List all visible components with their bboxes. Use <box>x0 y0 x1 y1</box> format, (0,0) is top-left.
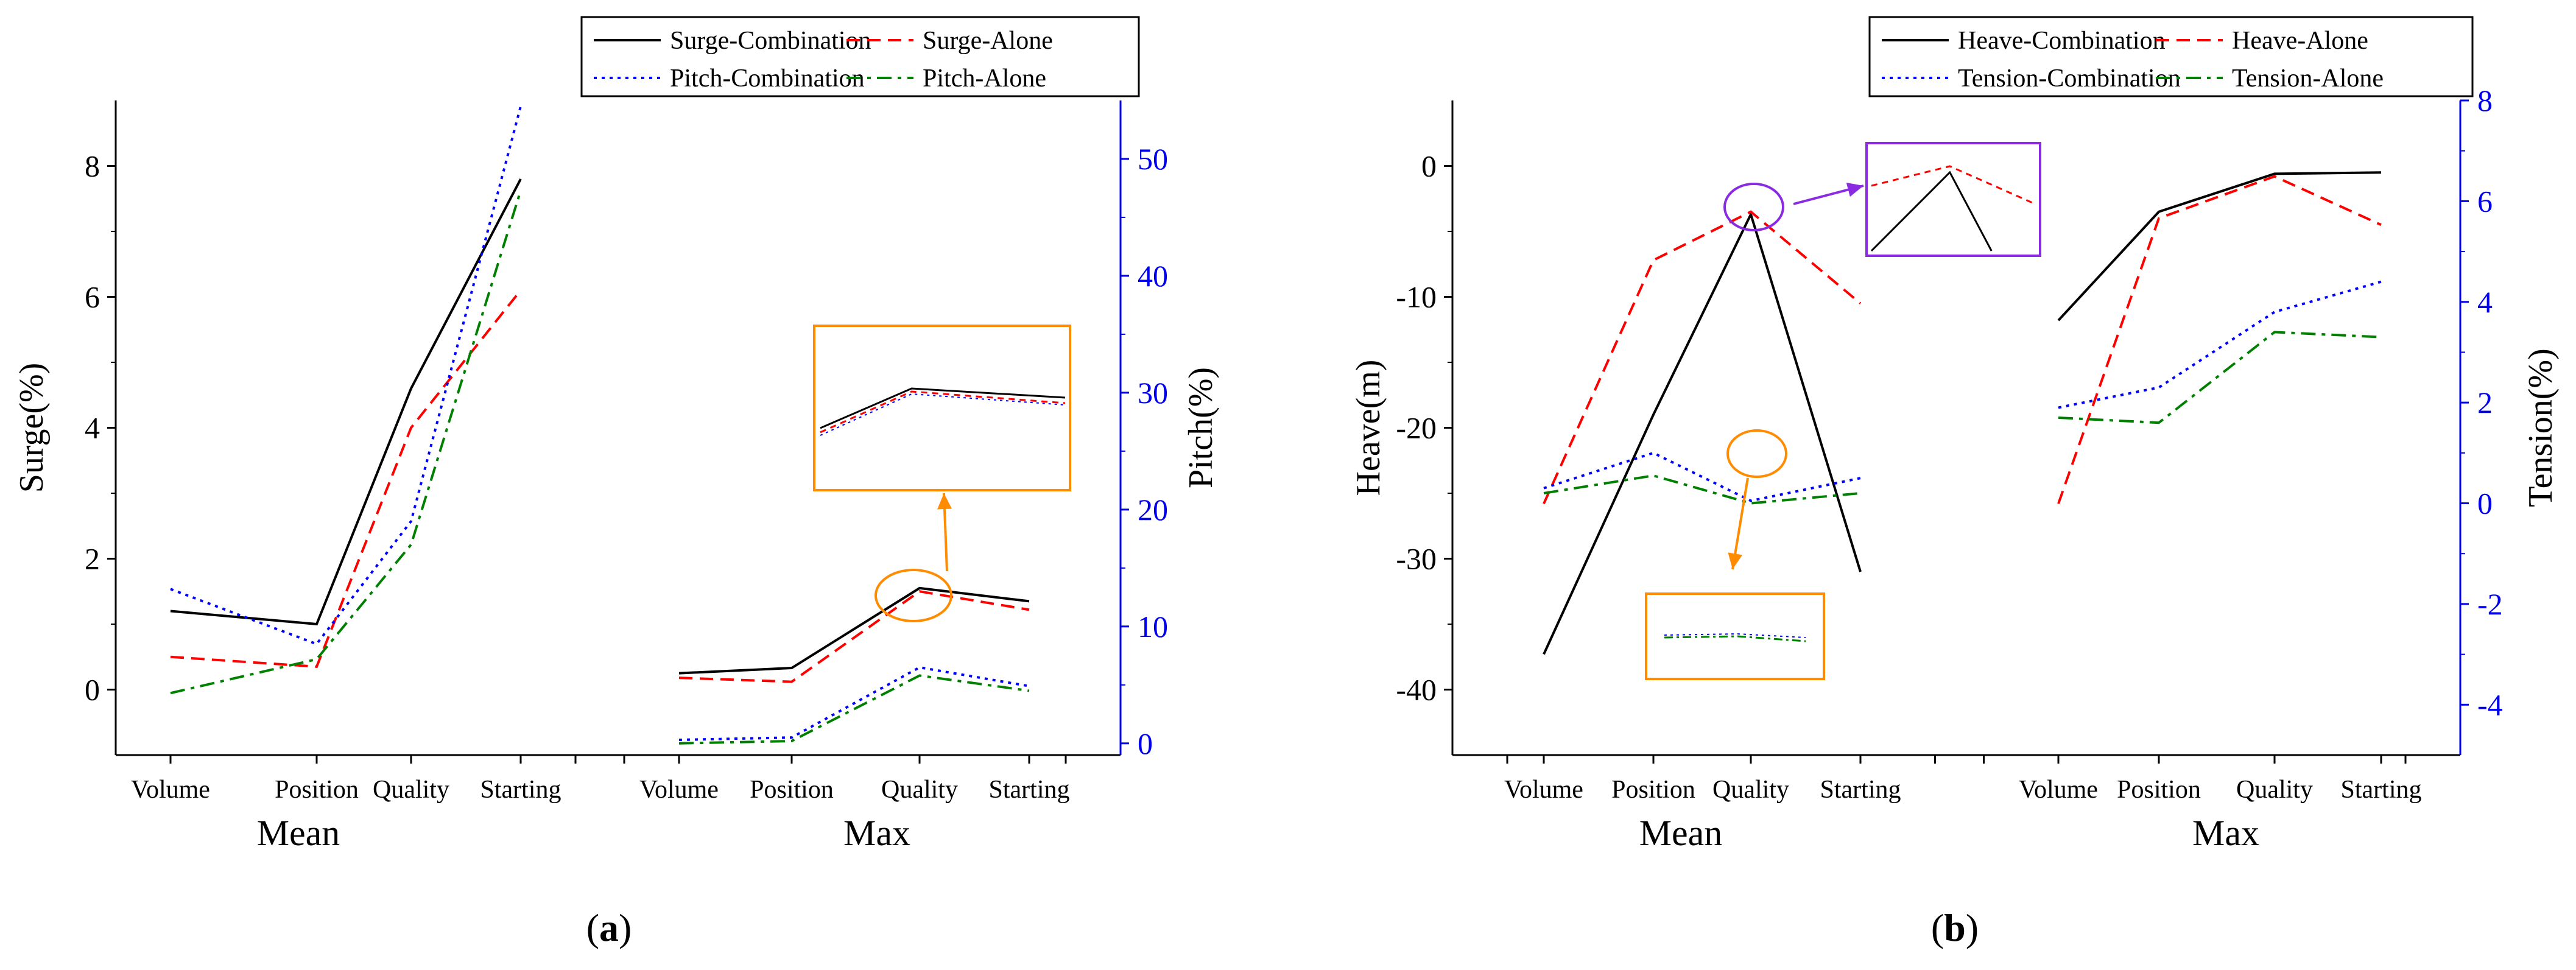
x-category-label: Quality <box>2236 776 2313 804</box>
series-line-surge-combination-max <box>678 586 1030 675</box>
zoom-arrowhead <box>1728 552 1743 569</box>
series-line-tension-combination-mean <box>1543 451 1861 502</box>
series-line-surge-alone-mean <box>170 289 522 668</box>
left-tick-label: 2 <box>85 542 100 576</box>
legend-label: Pitch-Alone <box>923 65 1046 93</box>
right-tick-label: 4 <box>2477 285 2493 319</box>
zoom-arrowhead <box>937 493 952 510</box>
series-line-heave-alone-max <box>2057 175 2382 504</box>
inset-line <box>1870 170 1993 252</box>
left-tick-label: 0 <box>1421 149 1437 183</box>
x-group-label: Mean <box>1639 813 1723 853</box>
left-tick-label: 6 <box>85 280 100 314</box>
x-category-label: Volume <box>2019 776 2098 804</box>
y2-axis-title: Pitch(%) <box>1182 367 1220 488</box>
zoom-ellipse <box>875 569 952 622</box>
legend-label: Tension-Combination <box>1958 65 2181 93</box>
legend-box <box>1868 16 2474 97</box>
subfigure-label: (b) <box>1931 906 1979 949</box>
left-tick-label: 8 <box>85 149 100 183</box>
y-axis-title: Surge(%) <box>13 363 51 493</box>
x-category-label: Starting <box>480 776 561 804</box>
series-line-heave-combination-mean <box>1543 211 1862 655</box>
legend-label: Surge-Alone <box>923 27 1053 55</box>
right-tick-label: -2 <box>2477 587 2503 621</box>
x-category-label: Volume <box>639 776 719 804</box>
left-tick-label: -40 <box>1396 673 1437 707</box>
left-tick-label: -10 <box>1396 280 1437 314</box>
right-tick-label: 2 <box>2477 385 2493 420</box>
x-category-label: Volume <box>1504 776 1583 804</box>
inset-line <box>820 387 1066 429</box>
right-tick-label: 20 <box>1138 493 1168 527</box>
series-line-surge-combination-mean <box>170 178 522 626</box>
x-category-label: Position <box>2117 776 2201 804</box>
left-tick-label: -30 <box>1396 542 1437 576</box>
series-line-surge-alone-max <box>678 590 1030 683</box>
legend-label: Pitch-Combination <box>670 65 865 93</box>
x-category-label: Quality <box>881 776 958 804</box>
series-line-pitch-alone-mean <box>170 190 522 695</box>
series-line-tension-alone-max <box>2058 331 2382 424</box>
y-axis-title: Heave(m) <box>1350 360 1387 496</box>
inset-line <box>1664 635 1806 642</box>
right-tick-label: 30 <box>1138 376 1168 410</box>
subfigure-label: (a) <box>586 906 632 949</box>
series-line-pitch-combination-mean <box>170 106 522 646</box>
y2-axis-title: Tension(%) <box>2522 348 2560 507</box>
zoom-ellipse <box>1723 183 1784 231</box>
x-category-label: Starting <box>989 776 1070 804</box>
x-group-label: Max <box>2192 813 2259 853</box>
right-tick-label: 10 <box>1138 610 1168 644</box>
zoom-inset-box <box>813 325 1071 491</box>
series-line-tension-alone-mean <box>1543 474 1861 505</box>
x-group-label: Max <box>843 813 910 853</box>
right-tick-label: -4 <box>2477 687 2503 722</box>
legend-label: Heave-Combination <box>1958 27 2166 55</box>
legend-label: Tension-Alone <box>2232 65 2384 93</box>
inset-line <box>820 393 1066 436</box>
x-category-label: Volume <box>131 776 210 804</box>
zoom-arrowhead <box>1846 182 1863 197</box>
x-category-label: Position <box>1611 776 1695 804</box>
legend-label: Surge-Combination <box>670 27 871 55</box>
inset-line <box>1664 633 1806 638</box>
legend-box <box>580 16 1140 97</box>
x-category-label: Starting <box>2341 776 2422 804</box>
x-category-label: Quality <box>1712 776 1789 804</box>
zoom-inset-box <box>1645 592 1825 680</box>
series-line-pitch-alone-max <box>678 674 1030 745</box>
inset-line <box>820 390 1066 434</box>
zoom-ellipse <box>1726 429 1787 478</box>
left-tick-label: 4 <box>85 411 100 445</box>
series-line-heave-alone-mean <box>1543 210 1862 505</box>
chart-panel-a: 0 2 4 6 8 0 10 20 30 40 50 Volume Position Quality Sta… <box>13 16 1220 949</box>
series-line-tension-combination-max <box>2058 280 2382 409</box>
zoom-inset-box <box>1865 142 2041 257</box>
legend-label: Heave-Alone <box>2232 27 2368 55</box>
right-tick-label: 50 <box>1138 142 1168 176</box>
right-tick-label: 0 <box>2477 487 2493 521</box>
right-tick-label: 6 <box>2477 184 2493 218</box>
x-category-label: Position <box>275 776 359 804</box>
series-line-pitch-combination-max <box>678 666 1030 742</box>
inset-line <box>1871 165 2036 205</box>
right-tick-label: 8 <box>2477 83 2493 118</box>
series-line-heave-combination-max <box>2057 171 2382 322</box>
right-tick-label: 0 <box>1138 726 1153 761</box>
left-tick-label: 0 <box>85 673 100 707</box>
left-tick-label: -20 <box>1396 411 1437 445</box>
x-group-label: Mean <box>257 813 340 853</box>
x-category-label: Starting <box>1820 776 1901 804</box>
right-tick-label: 40 <box>1138 259 1168 293</box>
x-category-label: Quality <box>373 776 449 804</box>
x-category-label: Position <box>750 776 834 804</box>
